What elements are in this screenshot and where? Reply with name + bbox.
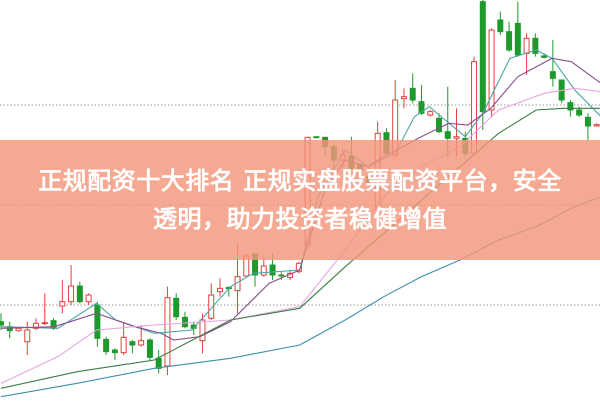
candle-body [41, 322, 48, 325]
candle-body [418, 101, 425, 114]
candle-down [313, 136, 320, 139]
candle-body [146, 339, 153, 358]
candle-body [506, 31, 513, 51]
candle-body [523, 37, 530, 54]
banner-title-line-2: 透明，助力投资者稳健增值 [153, 205, 447, 233]
candle-body [199, 319, 206, 342]
candle-body [497, 19, 504, 33]
candle-up [593, 123, 600, 127]
candle-body [514, 22, 521, 56]
candle-body [593, 124, 600, 127]
candle-body [120, 336, 127, 354]
candle-body [278, 274, 285, 277]
candle-up [41, 293, 48, 325]
banner-title-line-1: 正规配资十大排名 正规实盘股票配资平台，安全 [38, 167, 562, 195]
candle-body [15, 327, 22, 332]
candle-up [120, 323, 127, 355]
candle-up [260, 256, 267, 277]
candle-down [418, 85, 425, 115]
candle-down [584, 113, 591, 140]
candle-body [129, 341, 136, 346]
candle-body [94, 304, 101, 339]
candle-up [427, 110, 434, 117]
candle-body [427, 111, 434, 116]
candle-down [155, 350, 162, 374]
candle-up [208, 283, 215, 320]
candle-down [94, 301, 101, 347]
candle-body [295, 262, 302, 273]
candle-up [295, 261, 302, 274]
candle-up [59, 280, 66, 314]
candle-down [479, 0, 486, 130]
candle-body [0, 321, 4, 326]
candle-up [15, 327, 22, 332]
candle-body [444, 131, 451, 139]
candle-body [173, 297, 180, 318]
candle-up [85, 293, 92, 305]
candle-down [497, 11, 504, 35]
candle-body [111, 349, 118, 354]
candle-body [76, 285, 83, 303]
candle-body [567, 102, 574, 111]
candle-down [146, 338, 153, 360]
candle-body [576, 109, 583, 116]
candle-body [584, 116, 591, 127]
candle-up [24, 321, 31, 355]
candle-body [24, 329, 31, 343]
candle-body [313, 136, 320, 139]
candle-down [558, 79, 565, 104]
candle-up [164, 286, 171, 375]
candle-down [549, 40, 556, 87]
candle-body [409, 87, 416, 101]
candle-down [103, 336, 110, 355]
candle-body [269, 264, 276, 276]
candle-down [111, 348, 118, 360]
candle-body [260, 265, 267, 276]
candle-body [549, 71, 556, 79]
candle-body [436, 117, 442, 133]
candle-down [173, 293, 180, 320]
candle-body [103, 338, 110, 353]
candle-down [514, 1, 521, 57]
candle-down [76, 281, 83, 304]
candle-up [199, 313, 206, 354]
candle-body [453, 136, 460, 139]
candle-down [129, 340, 136, 354]
candle-down [278, 271, 285, 280]
candle-body [488, 29, 495, 111]
candle-body [138, 340, 145, 346]
candle-body [33, 322, 40, 329]
candle-body [400, 96, 407, 100]
candle-body [541, 55, 548, 58]
candle-body [532, 37, 539, 54]
title-banner: 正规配资十大排名 正规实盘股票配资平台，安全 透明，助力投资者稳健增值 [0, 140, 600, 260]
candle-down [6, 321, 13, 339]
candle-down [436, 113, 442, 134]
candle-up [217, 278, 223, 297]
candle-body [181, 316, 188, 328]
candle-body [68, 285, 75, 303]
candle-down [0, 313, 4, 330]
candle-down [532, 33, 539, 57]
candle-up [400, 88, 407, 109]
candle-body [85, 294, 92, 303]
candle-down [506, 21, 513, 52]
candle-body [59, 301, 66, 307]
candle-down [409, 73, 416, 104]
candle-body [479, 1, 486, 113]
candle-body [217, 287, 223, 293]
candle-body [155, 357, 162, 369]
candle-up [68, 265, 75, 305]
candle-up [488, 28, 495, 117]
candle-body [208, 294, 215, 319]
candle-down [181, 311, 188, 329]
